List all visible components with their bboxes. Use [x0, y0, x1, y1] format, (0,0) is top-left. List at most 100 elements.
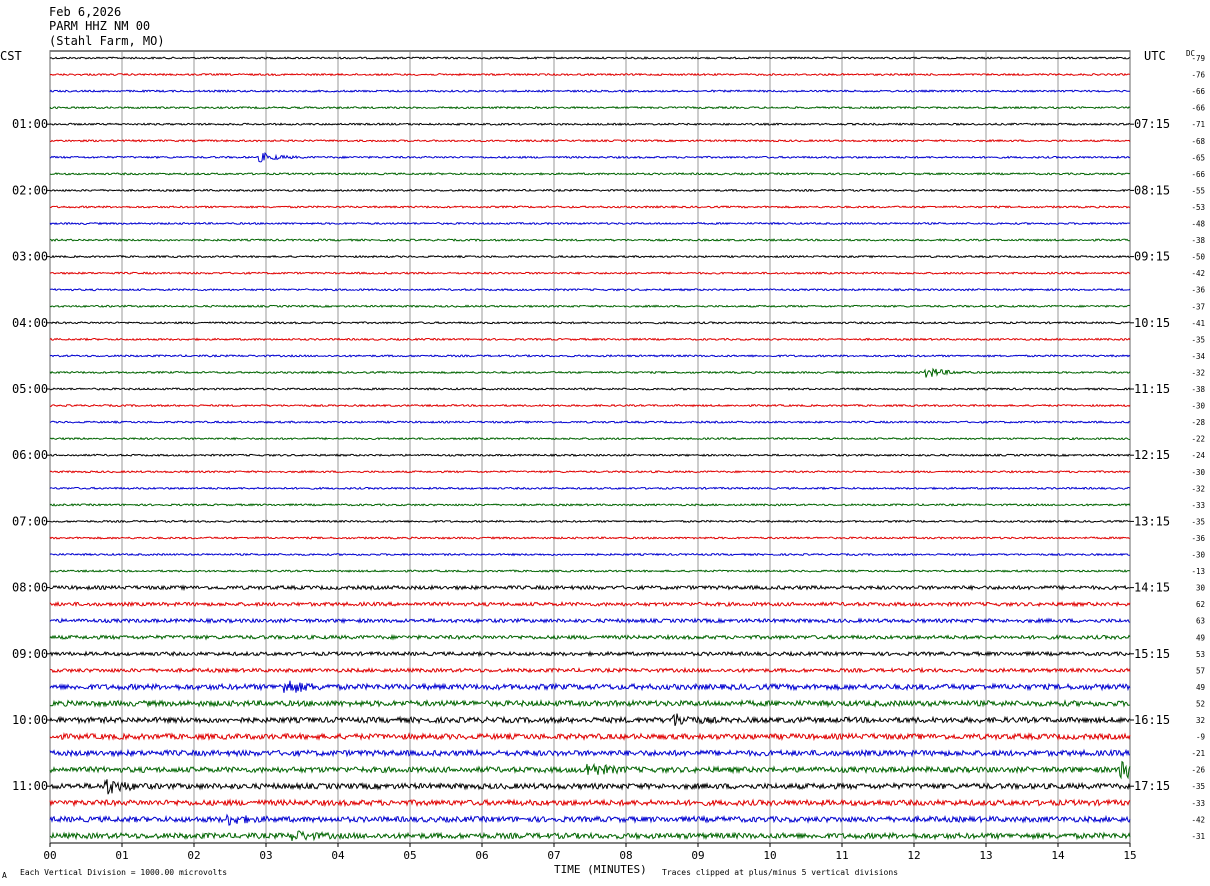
- utc-hour-label: 15:15: [1134, 647, 1170, 661]
- header-location: (Stahl Farm, MO): [49, 34, 165, 48]
- dc-offset-label: 49: [1196, 683, 1205, 692]
- utc-hour-label: 17:15: [1134, 779, 1170, 793]
- seismic-trace-43: [49, 748, 1131, 758]
- dc-offset-label: -42: [1191, 815, 1205, 824]
- x-tick-label: 10: [763, 849, 776, 862]
- seismic-trace-22: [49, 403, 1131, 408]
- seismic-trace-45: [49, 779, 1131, 795]
- corner-mark: A: [2, 871, 7, 880]
- dc-offset-label: -35: [1191, 517, 1205, 526]
- seismic-trace-34: [49, 600, 1131, 608]
- dc-offset-label: -66: [1191, 87, 1205, 96]
- seismic-trace-1: [49, 56, 1131, 60]
- plot-frame: [49, 50, 1131, 844]
- dc-offset-label: -65: [1191, 153, 1205, 162]
- seismic-trace-47: [49, 813, 1131, 826]
- right-timezone-label: UTC: [1144, 49, 1166, 63]
- dc-offset-label: -38: [1191, 236, 1205, 245]
- dc-offset-label: -32: [1191, 484, 1205, 493]
- cst-hour-label: 11:00: [12, 779, 48, 793]
- seismic-trace-4: [49, 105, 1131, 110]
- seismic-trace-37: [49, 650, 1131, 658]
- x-tick-label: 13: [979, 849, 992, 862]
- seismic-trace-27: [49, 486, 1131, 491]
- cst-hour-label: 08:00: [12, 581, 48, 595]
- x-tick-label: 11: [835, 849, 848, 862]
- seismic-trace-29: [49, 519, 1131, 524]
- dc-offset-label: -55: [1191, 186, 1205, 195]
- dc-offset-label: -32: [1191, 368, 1205, 377]
- cst-hour-label: 10:00: [12, 713, 48, 727]
- scale-note: Each Vertical Division = 1000.00 microvo…: [20, 868, 227, 877]
- x-axis-title: TIME (MINUTES): [554, 863, 647, 876]
- seismic-trace-9: [49, 188, 1131, 193]
- seismic-trace-24: [49, 436, 1131, 441]
- dc-offset-label: -50: [1191, 253, 1205, 262]
- dc-header: DC: [1186, 49, 1195, 58]
- x-tick-label: 15: [1123, 849, 1136, 862]
- cst-hour-label: 07:00: [12, 514, 48, 528]
- seismic-trace-35: [49, 617, 1131, 625]
- utc-hour-label: 07:15: [1134, 117, 1170, 131]
- dc-offset-label: -68: [1191, 137, 1205, 146]
- seismic-trace-12: [49, 238, 1131, 242]
- seismic-trace-7: [49, 152, 1131, 163]
- seismic-trace-25: [49, 453, 1131, 458]
- dc-offset-label: 63: [1196, 617, 1205, 626]
- seismic-trace-46: [49, 798, 1131, 808]
- x-tick-label: 12: [907, 849, 920, 862]
- dc-offset-label: -36: [1191, 286, 1205, 295]
- dc-offset-label: -34: [1191, 352, 1205, 361]
- seismic-trace-16: [49, 304, 1131, 309]
- seismic-trace-21: [49, 387, 1131, 391]
- seismic-trace-44: [49, 760, 1131, 780]
- dc-offset-label: -26: [1191, 766, 1205, 775]
- dc-offset-label: -35: [1191, 782, 1205, 791]
- seismic-trace-33: [49, 584, 1131, 592]
- utc-hour-label: 08:15: [1134, 183, 1170, 197]
- dc-offset-label: -76: [1191, 71, 1205, 80]
- dc-offset-label: -28: [1191, 418, 1205, 427]
- seismic-trace-14: [49, 271, 1131, 275]
- cst-hour-label: 02:00: [12, 183, 48, 197]
- x-tick-label: 14: [1051, 849, 1065, 862]
- utc-hour-label: 12:15: [1134, 448, 1170, 462]
- dc-offset-label: -21: [1191, 749, 1205, 758]
- dc-offset-label: -13: [1191, 567, 1205, 576]
- dc-offset-label: -30: [1191, 551, 1205, 560]
- utc-hour-label: 09:15: [1134, 250, 1170, 264]
- left-hour-labels: 01:00 02:00 03:00 04:00 05:00 06:00 07:00 08:00…: [12, 117, 50, 793]
- dc-offset-label: 49: [1196, 633, 1205, 642]
- dc-offset-label: -30: [1191, 468, 1205, 477]
- dc-offset-label: 57: [1196, 666, 1205, 675]
- dc-offset-label: -33: [1191, 799, 1205, 808]
- cst-hour-label: 05:00: [12, 382, 48, 396]
- dc-offset-label: 62: [1196, 600, 1205, 609]
- seismic-trace-8: [49, 171, 1131, 176]
- utc-hour-label: 16:15: [1134, 713, 1170, 727]
- seismic-trace-15: [49, 287, 1131, 292]
- seismic-trace-48: [49, 830, 1131, 842]
- seismic-trace-40: [49, 699, 1131, 708]
- right-hour-labels: 07:15 08:15 09:15 10:15 11:15 12:15 13:15 14:15…: [1130, 117, 1170, 793]
- dc-offset-label: -79: [1191, 54, 1205, 63]
- dc-offset-label: 30: [1196, 584, 1206, 593]
- seismic-trace-20: [49, 367, 1131, 378]
- dc-offset-label: -35: [1191, 335, 1205, 344]
- seismic-trace-19: [49, 354, 1131, 358]
- cst-hour-label: 03:00: [12, 250, 48, 264]
- dc-offset-label: -38: [1191, 385, 1205, 394]
- seismic-trace-41: [49, 713, 1131, 727]
- x-axis-ticks: 00 01 02 03 04 05 06 07 08 09 10 11 12 13 14 15: [43, 843, 1137, 862]
- seismic-trace-28: [49, 503, 1131, 507]
- cst-hour-label: 09:00: [12, 647, 48, 661]
- x-tick-label: 01: [115, 849, 128, 862]
- seismic-trace-3: [49, 89, 1131, 93]
- utc-hour-label: 13:15: [1134, 514, 1170, 528]
- seismic-trace-11: [49, 221, 1131, 226]
- cst-hour-label: 01:00: [12, 117, 48, 131]
- dc-offset-label: -31: [1191, 832, 1205, 841]
- dc-offset-label: -41: [1191, 319, 1205, 328]
- header-date: Feb 6,2026: [49, 5, 121, 19]
- seismic-trace-36: [49, 633, 1131, 641]
